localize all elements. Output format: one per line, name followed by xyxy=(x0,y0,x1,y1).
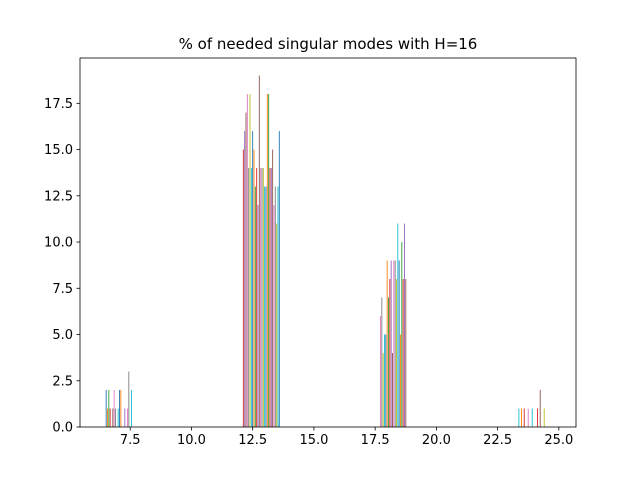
bar xyxy=(105,390,107,427)
bar xyxy=(523,408,525,427)
bar xyxy=(244,131,246,427)
x-tick-label: 25.0 xyxy=(544,433,573,448)
bar xyxy=(272,149,274,427)
bar xyxy=(242,149,244,427)
bar xyxy=(405,279,407,427)
y-tick-label: 17.5 xyxy=(44,97,73,112)
y-tick-label: 7.5 xyxy=(52,282,73,297)
bar xyxy=(381,297,383,427)
bar xyxy=(527,408,529,427)
axes-layer: 7.5 10.0 12.5 15.0 17.5 20.0 22.5 25.0 0.0 2.5 5.0… xyxy=(44,57,577,448)
bar xyxy=(262,168,264,428)
y-tick-label: 2.5 xyxy=(52,374,73,389)
bar xyxy=(277,186,279,427)
bar xyxy=(264,186,266,427)
bar xyxy=(392,353,393,427)
y-tick-label: 15.0 xyxy=(44,143,73,158)
bar xyxy=(384,334,385,427)
bar xyxy=(245,112,247,427)
bar xyxy=(127,408,128,427)
y-tick-label: 10.0 xyxy=(44,236,73,251)
bar xyxy=(398,260,400,427)
bar xyxy=(276,223,278,427)
bar xyxy=(119,390,120,427)
bar xyxy=(124,408,126,427)
bar xyxy=(128,371,130,427)
bar xyxy=(386,260,388,427)
bar xyxy=(537,408,538,427)
bar xyxy=(256,168,258,428)
bar xyxy=(131,390,132,427)
bar xyxy=(388,297,389,427)
bar xyxy=(389,279,391,427)
bar xyxy=(390,260,392,427)
bar xyxy=(265,186,267,427)
bars-layer xyxy=(105,75,545,428)
plot-frame xyxy=(79,57,577,428)
bar xyxy=(266,94,268,427)
bar xyxy=(518,408,520,427)
bar xyxy=(261,168,263,428)
bar xyxy=(274,186,276,427)
x-tick-label: 7.5 xyxy=(120,433,141,448)
bar xyxy=(250,168,252,428)
bar xyxy=(253,149,255,427)
bar xyxy=(404,223,405,427)
bar xyxy=(402,279,404,427)
bar xyxy=(543,408,545,427)
bar xyxy=(273,205,275,427)
x-tick-label: 22.5 xyxy=(483,433,512,448)
bar xyxy=(260,168,262,428)
x-tick-label: 17.5 xyxy=(361,433,390,448)
bar xyxy=(521,408,522,427)
bar xyxy=(107,408,108,427)
bar xyxy=(246,94,248,427)
bar xyxy=(120,390,122,427)
bar xyxy=(382,353,384,427)
bar xyxy=(400,334,401,427)
bar xyxy=(249,94,251,427)
bar xyxy=(254,186,256,427)
bar xyxy=(401,242,403,427)
bar xyxy=(531,408,533,427)
y-tick-label: 0.0 xyxy=(52,421,73,436)
bar xyxy=(112,408,114,427)
bar xyxy=(268,94,270,427)
x-tick-label: 20.0 xyxy=(422,433,451,448)
bar xyxy=(109,408,111,427)
bar xyxy=(539,390,541,427)
chart-title: % of needed singular modes with H=16 xyxy=(179,35,478,53)
y-tick-label: 12.5 xyxy=(44,189,73,204)
bar xyxy=(394,260,396,427)
bar xyxy=(380,316,381,427)
bar xyxy=(393,260,395,427)
bar xyxy=(278,131,280,427)
y-tick-label: 5.0 xyxy=(52,328,73,343)
bar xyxy=(252,131,254,427)
bar xyxy=(257,205,259,427)
bar xyxy=(396,279,397,427)
bar xyxy=(117,408,119,427)
bar xyxy=(269,168,271,428)
bar xyxy=(270,168,272,428)
x-tick-label: 12.5 xyxy=(238,433,267,448)
bar xyxy=(113,390,115,427)
x-tick-label: 10.0 xyxy=(177,433,206,448)
x-tick-label: 15.0 xyxy=(299,433,328,448)
bar xyxy=(108,390,110,427)
bar xyxy=(115,408,116,427)
bar xyxy=(248,168,250,428)
bar xyxy=(397,223,399,427)
bar xyxy=(258,75,260,427)
bar xyxy=(385,334,387,427)
